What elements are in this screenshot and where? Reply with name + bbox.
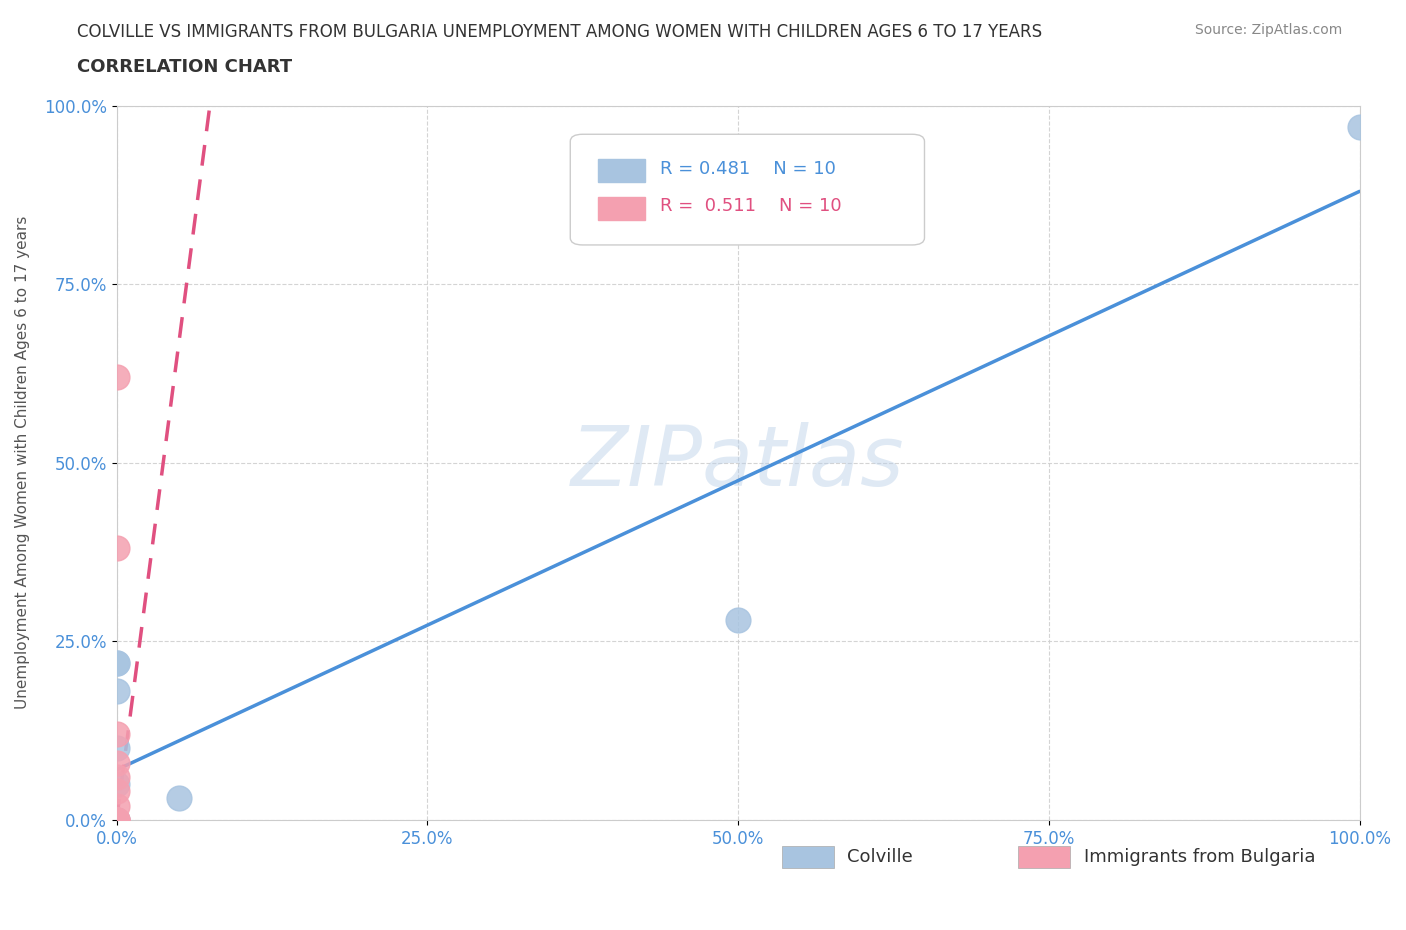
Point <box>105 369 128 384</box>
Text: Source: ZipAtlas.com: Source: ZipAtlas.com <box>1195 23 1343 37</box>
Point <box>105 813 128 828</box>
Y-axis label: Unemployment Among Women with Children Ages 6 to 17 years: Unemployment Among Women with Children A… <box>15 216 30 710</box>
Text: Colville: Colville <box>848 848 912 866</box>
Point <box>105 755 128 770</box>
FancyBboxPatch shape <box>782 845 834 869</box>
FancyBboxPatch shape <box>598 197 645 220</box>
Text: R = 0.481    N = 10: R = 0.481 N = 10 <box>659 160 835 178</box>
Text: ZIPatlas: ZIPatlas <box>571 422 905 503</box>
Text: CORRELATION CHART: CORRELATION CHART <box>77 58 292 75</box>
Point <box>105 813 128 828</box>
Point <box>105 684 128 698</box>
Text: COLVILLE VS IMMIGRANTS FROM BULGARIA UNEMPLOYMENT AMONG WOMEN WITH CHILDREN AGES: COLVILLE VS IMMIGRANTS FROM BULGARIA UNE… <box>77 23 1042 41</box>
Point <box>105 813 128 828</box>
Point <box>1348 120 1371 135</box>
FancyBboxPatch shape <box>1018 845 1070 869</box>
Text: R =  0.511    N = 10: R = 0.511 N = 10 <box>659 197 841 216</box>
Point <box>105 777 128 791</box>
Point <box>105 656 128 671</box>
Point <box>105 541 128 556</box>
Point <box>105 798 128 813</box>
Point <box>105 769 128 784</box>
FancyBboxPatch shape <box>598 159 645 182</box>
Point <box>105 726 128 741</box>
Text: Immigrants from Bulgaria: Immigrants from Bulgaria <box>1084 848 1315 866</box>
Point <box>105 741 128 756</box>
Point <box>167 790 190 805</box>
Point <box>105 656 128 671</box>
Point <box>105 813 128 828</box>
FancyBboxPatch shape <box>571 134 925 245</box>
Point <box>727 613 749 628</box>
Point <box>105 784 128 799</box>
Point <box>105 813 128 828</box>
